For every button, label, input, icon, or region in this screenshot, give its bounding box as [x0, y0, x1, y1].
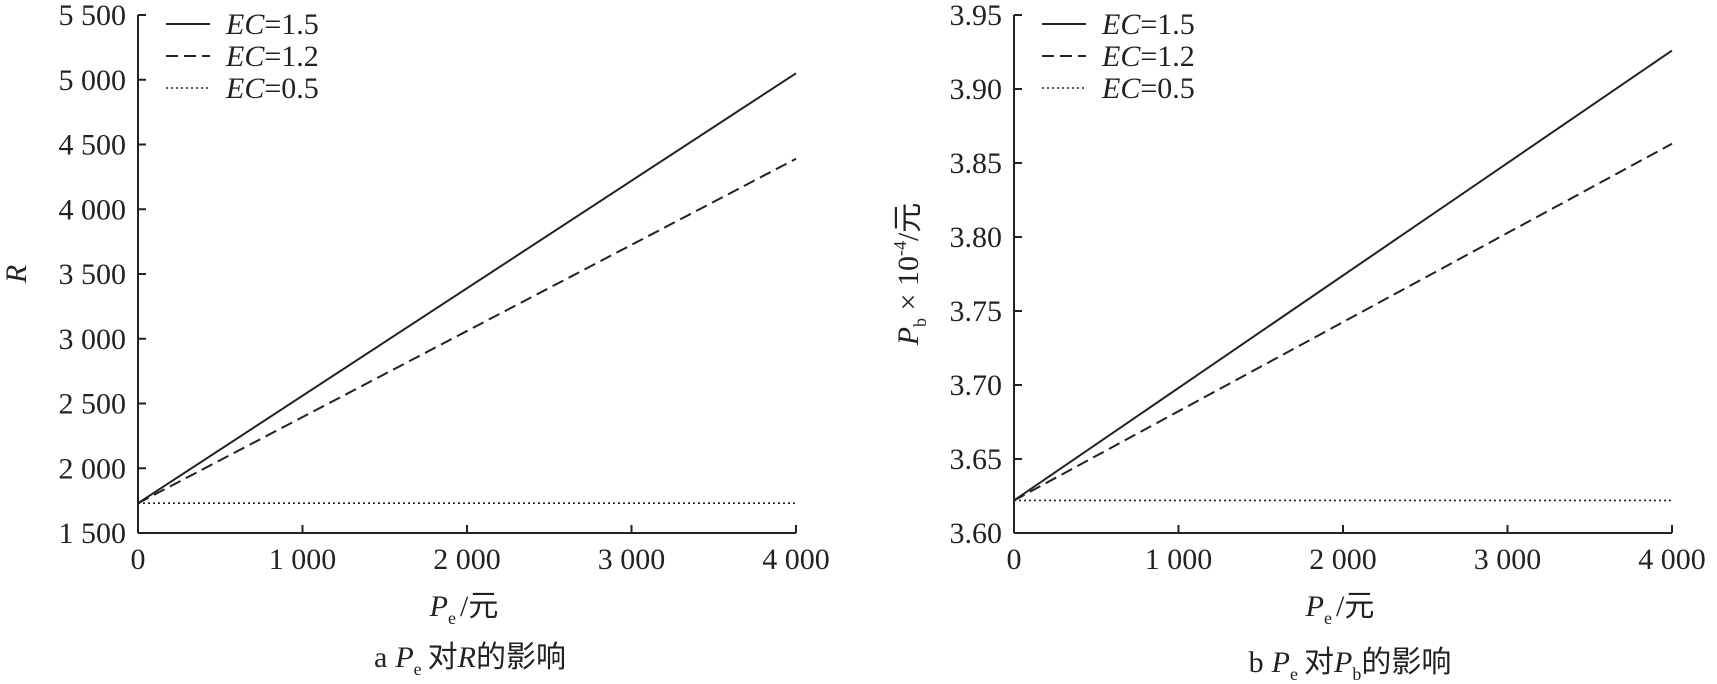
- panel-b-series: [1013, 49, 1673, 502]
- panel-a-y-label: R: [0, 265, 33, 284]
- panel-b-x-tick-label: 0: [1007, 543, 1022, 576]
- panel-a-legend: EC=1.5EC=1.2EC=0.5: [166, 8, 319, 105]
- panel-b-caption: b Pe 对Pb的影响: [1249, 646, 1452, 684]
- panel-b-x-label: Pe/元: [1305, 590, 1375, 628]
- panel-b-ticks: 3.60 3.65 3.70 3.75 3.80 3.85 3.90 3.95 0 1 000 2 …: [950, 0, 1706, 576]
- panel-b-y-label-sup: -4: [890, 241, 910, 256]
- panel-b-y-label-rest: × 10: [892, 256, 925, 318]
- panel-b-legend-label: EC=0.5: [1101, 72, 1195, 105]
- panel-b-y-label-main: P: [892, 327, 925, 346]
- panel-a-y-tick-label: 5 500: [59, 0, 127, 32]
- panel-b: 3.60 3.65 3.70 3.75 3.80 3.85 3.90 3.95 0 1 000 2 …: [890, 0, 1706, 684]
- panel-b-x-tick-label: 4 000: [1638, 543, 1706, 576]
- panel-b-x-tick-label: 3 000: [1474, 543, 1542, 576]
- panel-b-legend-label: EC=1.2: [1101, 40, 1195, 73]
- panel-a-caption-p: P: [394, 641, 413, 674]
- panel-b-y-label-unit: /元: [892, 203, 925, 241]
- panel-b-legend: EC=1.5EC=1.2EC=0.5: [1042, 8, 1195, 105]
- panel-b-series-1-line: [1013, 49, 1673, 502]
- panel-b-caption-target: P: [1333, 646, 1352, 679]
- panel-a-x-tick-label: 3 000: [598, 543, 666, 576]
- panel-b-y-tick-label: 3.90: [950, 73, 1003, 106]
- panel-a-y-tick-label: 3 500: [59, 258, 127, 291]
- panel-b-caption-tail: 的影响: [1361, 646, 1451, 679]
- panel-a-legend-label: EC=0.5: [225, 72, 319, 105]
- panel-a-caption-target: R: [457, 641, 476, 674]
- panel-b-legend-label: EC=1.5: [1101, 8, 1195, 41]
- panel-a-x-label-main: P: [429, 590, 448, 623]
- panel-b-y-tick-label: 3.75: [950, 295, 1003, 328]
- panel-b-y-tick-label: 3.70: [950, 369, 1003, 402]
- panel-b-y-tick-label: 3.65: [950, 443, 1003, 476]
- panel-a-y-tick-label: 2 500: [59, 388, 127, 421]
- panel-a: 1 500 2 000 2 500 3 000 3 500 4 000 4 500 5 000…: [0, 0, 830, 679]
- panel-b-caption-mid: 对: [1304, 646, 1334, 679]
- panel-b-caption-target-sub: b: [1352, 664, 1361, 684]
- panel-a-x-tick-label: 1 000: [269, 543, 337, 576]
- panel-a-x-tick-label: 0: [131, 543, 146, 576]
- panel-b-x-label-unit: /元: [1336, 590, 1374, 623]
- panel-a-caption-mid: 对: [428, 641, 458, 674]
- panel-b-caption-p: P: [1271, 646, 1290, 679]
- panel-a-series-1-line: [137, 72, 797, 505]
- panel-a-y-tick-label: 2 000: [59, 452, 127, 485]
- panel-a-legend-label: EC=1.2: [225, 40, 319, 73]
- panel-a-series: [137, 72, 797, 505]
- panel-b-caption-p-sub: e: [1290, 664, 1298, 684]
- panel-a-y-tick-label: 4 000: [59, 193, 127, 226]
- panel-b-x-tick-label: 2 000: [1309, 543, 1377, 576]
- panel-a-y-tick-label: 5 000: [59, 64, 127, 97]
- panel-a-x-label-unit: /元: [460, 590, 498, 623]
- panel-a-x-label-sub: e: [448, 608, 456, 628]
- panel-a-x-label: Pe/元: [429, 590, 499, 628]
- panel-a-caption-letter: a: [374, 641, 387, 674]
- panel-b-x-label-sub: e: [1324, 608, 1332, 628]
- panel-b-x-label-main: P: [1305, 590, 1324, 623]
- panel-a-y-tick-label: 4 500: [59, 129, 127, 162]
- panel-b-y-tick-label: 3.60: [950, 517, 1003, 550]
- panel-a-x-tick-label: 2 000: [433, 543, 501, 576]
- panel-b-series-2-line: [1013, 142, 1673, 502]
- panel-b-y-tick-label: 3.80: [950, 221, 1003, 254]
- panel-a-legend-label: EC=1.5: [225, 8, 319, 41]
- panel-a-x-tick-label: 4 000: [762, 543, 830, 576]
- panel-b-y-tick-label: 3.95: [950, 0, 1003, 32]
- panel-b-caption-letter: b: [1249, 646, 1264, 679]
- panel-a-ticks: 1 500 2 000 2 500 3 000 3 500 4 000 4 500 5 000…: [59, 0, 830, 576]
- panel-a-caption: a Pe 对R的影响: [374, 641, 566, 679]
- panel-b-x-tick-label: 1 000: [1145, 543, 1213, 576]
- panel-a-y-tick-label: 3 000: [59, 323, 127, 356]
- panel-a-caption-p-sub: e: [414, 659, 422, 679]
- panel-b-y-label-sub: b: [910, 318, 930, 327]
- panel-a-caption-tail: 的影响: [476, 641, 566, 674]
- panel-b-y-label: Pb × 10-4/元: [890, 203, 930, 347]
- panel-b-y-tick-label: 3.85: [950, 147, 1003, 180]
- panel-a-y-tick-label: 1 500: [59, 517, 127, 550]
- panel-a-series-2-line: [137, 157, 797, 505]
